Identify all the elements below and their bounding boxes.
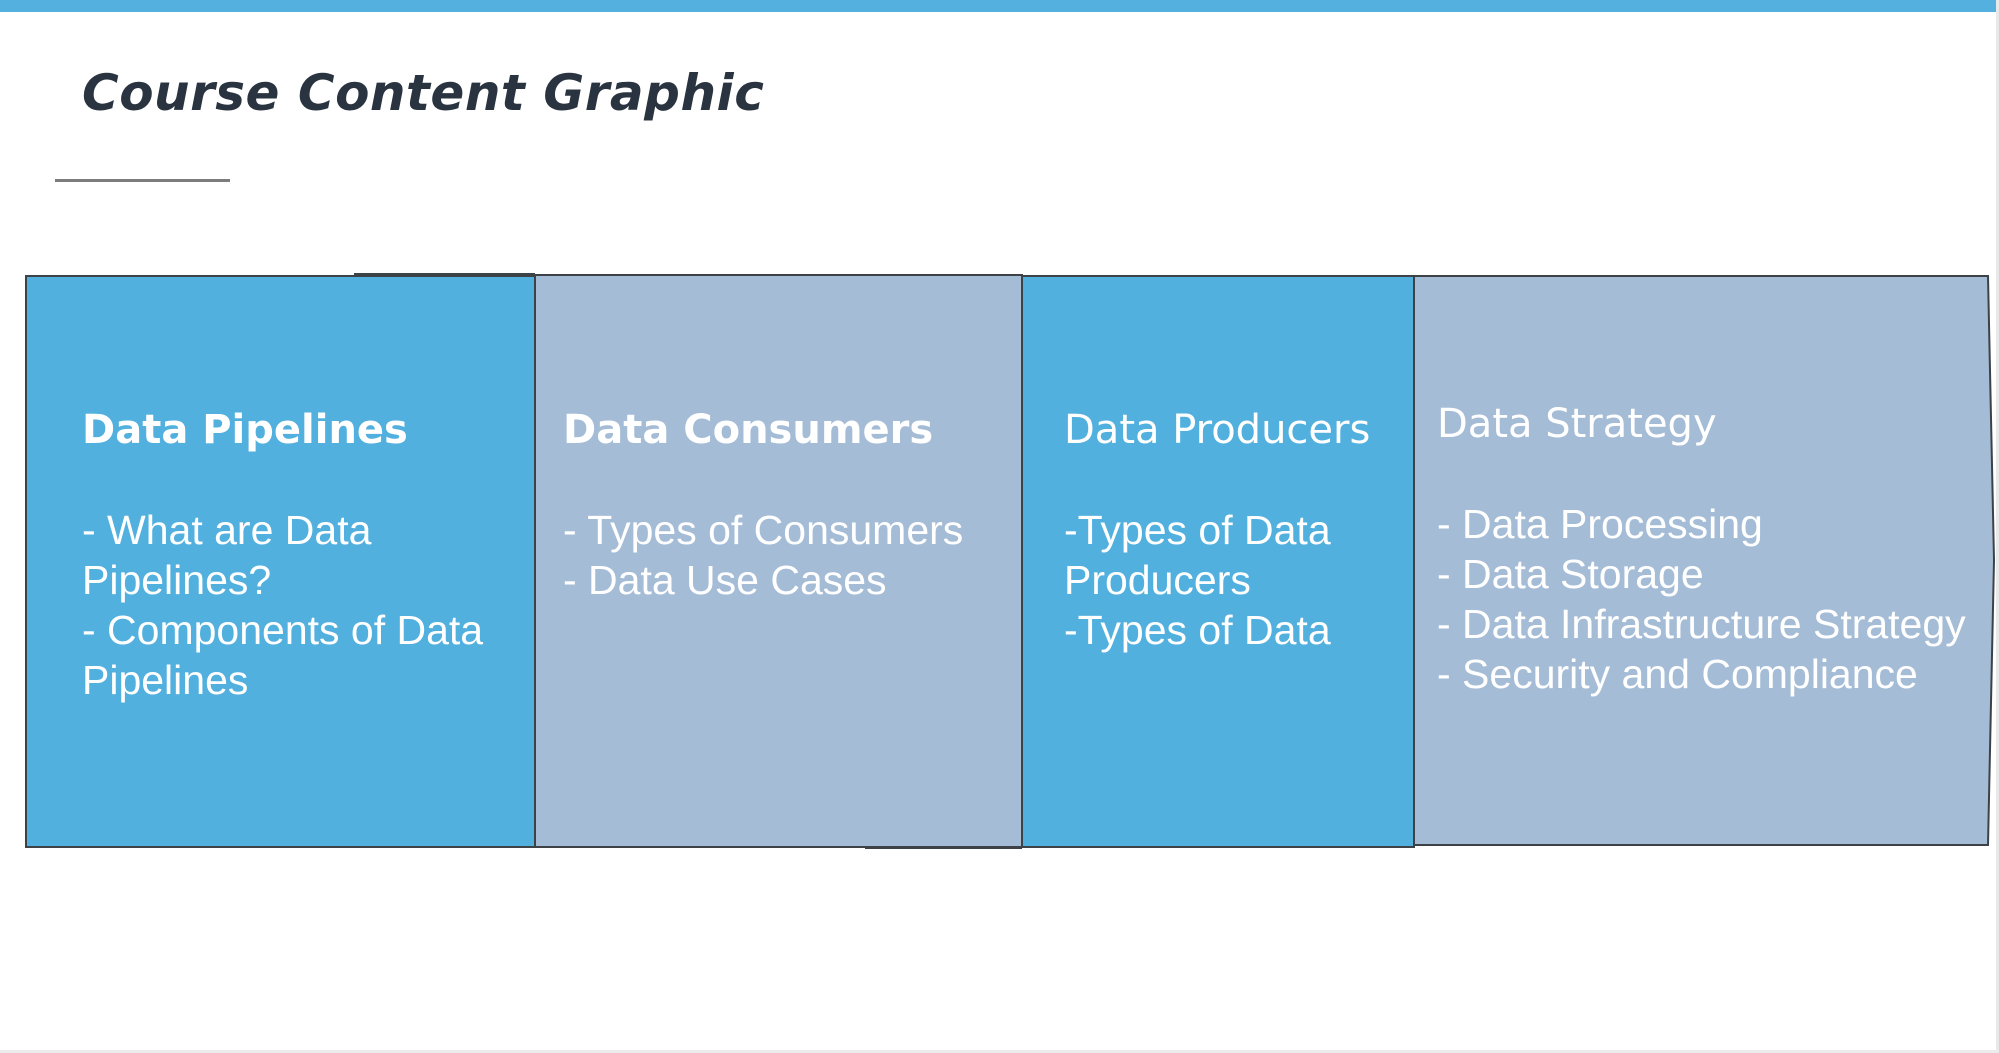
bullet-line: - Components of Data: [82, 607, 484, 653]
top-accent-bar: [0, 0, 1999, 12]
panel-data-consumers: Data Consumers - Types of Consumers - Da…: [563, 405, 963, 605]
panel-data-pipelines: Data Pipelines - What are Data Pipelines…: [82, 405, 483, 705]
panel-data-producers: Data Producers -Types of Data Producers …: [1064, 405, 1370, 655]
bullet-line: Producers: [1064, 557, 1251, 603]
slide-title: Course Content Graphic: [82, 64, 765, 122]
bullet-line: - Data Infrastructure Strategy: [1437, 601, 1966, 647]
bullet-line: - Types of Consumers: [563, 507, 964, 553]
bullet-line: - Security and Compliance: [1437, 651, 1918, 697]
bullet-line: -Types of Data: [1064, 607, 1331, 653]
panel-heading: Data Strategy: [1437, 401, 1717, 447]
panel-shape-data-strategy: [1413, 275, 1996, 846]
bullet-line: -Types of Data: [1064, 507, 1331, 553]
bullet-line: - Data Use Cases: [563, 557, 887, 603]
panel-shape-data-producers: [1021, 275, 1415, 848]
panel-heading: Data Consumers: [563, 407, 934, 453]
panel-bullet-list: - What are Data Pipelines? - Components …: [82, 505, 483, 705]
title-underline: [55, 179, 230, 182]
bullet-line: - What are Data: [82, 507, 372, 553]
bullet-line: Pipelines?: [82, 557, 272, 603]
panel-bullet-list: - Data Processing - Data Storage - Data …: [1437, 499, 1966, 699]
bullet-line: - Data Storage: [1437, 551, 1704, 597]
panel-shape-data-consumers: [534, 274, 1023, 848]
panel-bullet-list: - Types of Consumers - Data Use Cases: [563, 505, 963, 605]
bullet-line: - Data Processing: [1437, 501, 1763, 547]
panel-data-strategy: Data Strategy - Data Processing - Data S…: [1437, 399, 1966, 699]
panel-heading: Data Producers: [1064, 407, 1371, 453]
right-edge: [1996, 0, 1999, 1053]
bullet-line: Pipelines: [82, 657, 249, 703]
bottom-edge: [0, 1050, 1999, 1053]
panel-bullet-list: -Types of Data Producers -Types of Data: [1064, 505, 1370, 655]
panel-heading: Data Pipelines: [82, 407, 408, 453]
